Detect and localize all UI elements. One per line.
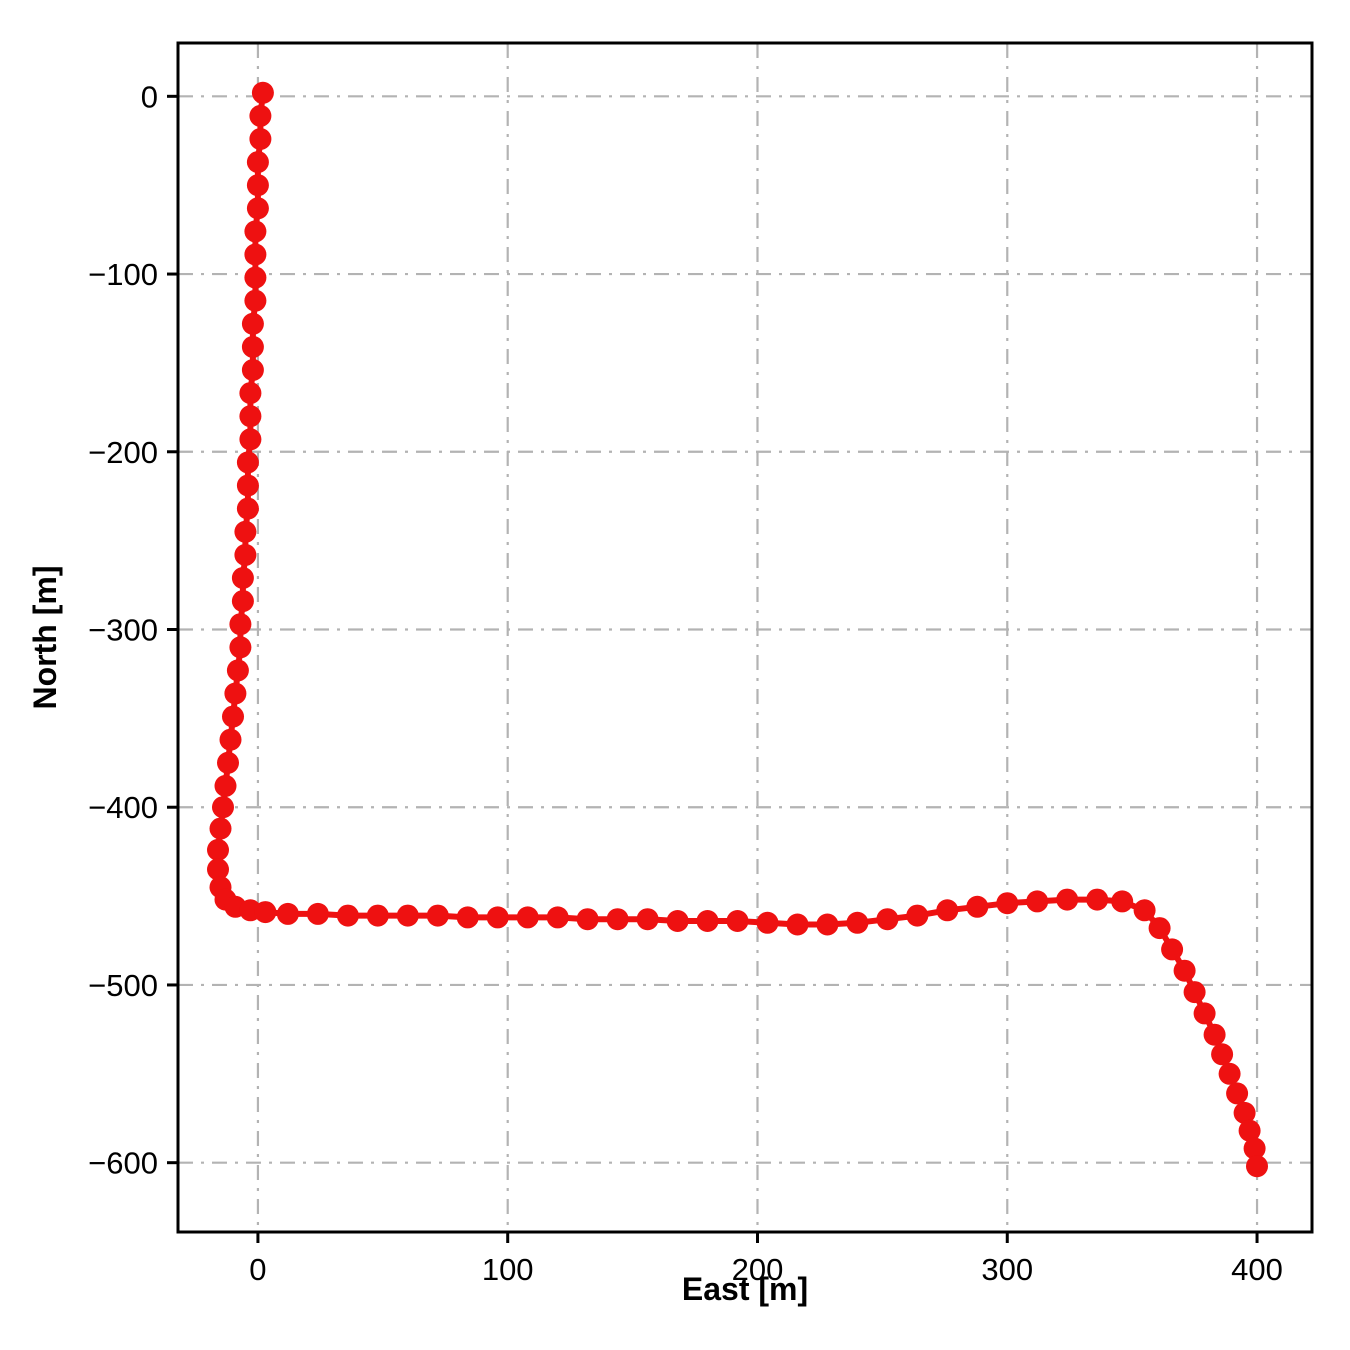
data-point [244, 266, 267, 289]
data-point [224, 682, 247, 705]
data-point [249, 128, 272, 150]
x-tick-label: 200 [732, 1252, 784, 1287]
y-tick-label: −100 [88, 257, 158, 292]
data-point [244, 289, 267, 312]
x-axis-label: East [m] [682, 1271, 808, 1307]
data-point [249, 104, 272, 127]
data-point [936, 899, 959, 922]
data-point [246, 197, 269, 220]
data-point [1211, 1043, 1234, 1066]
data-point [336, 904, 359, 927]
x-tick-label: 300 [981, 1252, 1033, 1287]
data-point [1148, 917, 1171, 940]
data-point [1026, 890, 1049, 913]
data-point [214, 774, 237, 797]
data-point [246, 174, 269, 197]
data-point [222, 705, 244, 728]
data-point [207, 858, 229, 881]
data-point [456, 906, 479, 929]
data-point [234, 543, 257, 566]
data-point [1203, 1023, 1226, 1046]
data-point [1218, 1062, 1241, 1085]
data-point [241, 359, 264, 381]
data-point [1086, 888, 1109, 911]
data-point [1246, 1155, 1268, 1178]
data-point [241, 335, 264, 358]
data-point [1233, 1101, 1256, 1124]
data-point [876, 908, 899, 931]
data-point [1238, 1119, 1261, 1142]
y-tick-label: −600 [88, 1146, 158, 1181]
data-point [906, 904, 929, 927]
data-point [246, 151, 269, 174]
data-point [1183, 981, 1206, 1004]
data-point [1056, 888, 1079, 911]
data-point [239, 382, 262, 405]
y-axis-label: North [m] [27, 566, 63, 710]
x-tick-label: 400 [1231, 1252, 1283, 1287]
data-point [207, 838, 229, 861]
y-tick-label: 0 [141, 79, 158, 114]
data-point [846, 911, 869, 934]
data-point [276, 902, 299, 925]
data-point [1173, 959, 1196, 982]
data-point [244, 220, 267, 243]
data-point [636, 908, 659, 931]
y-tick-label: −400 [88, 790, 158, 825]
data-point [254, 901, 277, 924]
data-point [1243, 1137, 1266, 1160]
x-tick-label: 100 [482, 1252, 534, 1287]
data-point [251, 81, 274, 104]
data-point [209, 817, 232, 840]
x-tick-label: 0 [249, 1252, 266, 1287]
data-point [236, 474, 259, 497]
data-point [996, 892, 1019, 915]
data-point [236, 451, 259, 474]
data-point [786, 913, 809, 936]
data-point [229, 613, 252, 636]
data-point [696, 910, 719, 932]
data-point [666, 910, 689, 932]
data-point [236, 497, 259, 520]
data-point [486, 906, 509, 929]
data-point [217, 751, 239, 774]
data-point [546, 906, 569, 929]
data-point [241, 312, 264, 335]
data-point [726, 910, 749, 932]
data-point [816, 913, 839, 936]
data-point [1161, 938, 1184, 961]
data-point [306, 902, 329, 925]
data-point [426, 904, 449, 927]
data-point [219, 728, 242, 751]
data-point [1111, 890, 1134, 913]
data-point [234, 520, 257, 543]
y-tick-label: −500 [88, 968, 158, 1003]
data-point [1226, 1082, 1249, 1105]
y-tick-label: −300 [88, 613, 158, 648]
data-point [396, 904, 419, 927]
data-point [516, 906, 539, 929]
data-point [231, 590, 254, 613]
data-point [231, 567, 254, 589]
y-tick-label: −200 [88, 435, 158, 470]
data-point [226, 659, 249, 682]
data-point [244, 243, 267, 266]
axes-frame [176, 41, 1314, 1234]
data-point [229, 636, 252, 659]
data-point [239, 405, 262, 428]
data-point [212, 796, 234, 819]
data-point [606, 908, 629, 931]
data-point [1133, 899, 1156, 922]
data-point [966, 895, 989, 918]
data-point [366, 904, 389, 927]
data-point [1193, 1002, 1216, 1025]
data-point [756, 911, 779, 934]
data-point [239, 428, 262, 451]
data-point [576, 908, 599, 931]
